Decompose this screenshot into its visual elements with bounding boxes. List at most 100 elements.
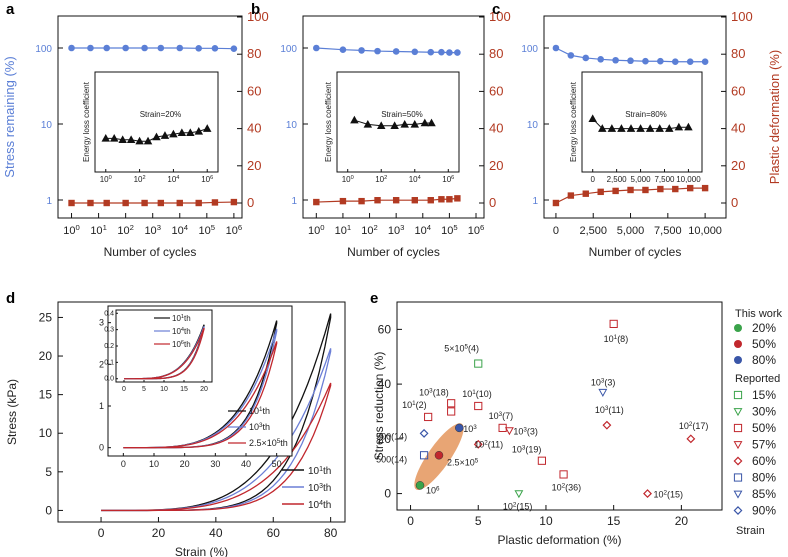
- legend-label: 50%: [752, 421, 776, 435]
- plot-frame: [302, 15, 485, 219]
- data-point: [427, 48, 435, 56]
- data-point: [195, 199, 202, 207]
- data-point: [211, 199, 219, 206]
- inset-y-tick-label: 3: [99, 318, 104, 328]
- y2-tick-label: 40: [247, 121, 261, 136]
- panel-e: e 0 5 10 15 20 0 20 40 60 Plastic deformation (%) S…: [370, 290, 783, 547]
- data-point: [582, 54, 590, 62]
- inset2-x-tick-label: 10: [160, 386, 168, 393]
- y2-tick-label: 20: [731, 158, 745, 173]
- point-label: 500(14): [376, 431, 407, 441]
- data-point: [612, 56, 619, 64]
- inset-x-tick-label: 102: [134, 175, 146, 184]
- data-point: [157, 44, 165, 52]
- x-tick-label: 106: [468, 223, 485, 238]
- scatter-point: [498, 423, 507, 432]
- inset2-legend-label: 104th: [172, 327, 191, 336]
- y2-tick-label: 80: [731, 46, 745, 61]
- y-tick-label: 1: [46, 196, 52, 207]
- x-axis-title: Number of cycles: [347, 245, 440, 259]
- data-point: [339, 46, 347, 53]
- scatter-point: [598, 388, 608, 397]
- scatter-point: [434, 451, 444, 460]
- inset-point: [420, 118, 430, 127]
- scatter-point: [473, 439, 483, 449]
- data-point: [446, 49, 453, 56]
- legend-label: 15%: [752, 388, 776, 402]
- legend-label: 80%: [752, 471, 776, 485]
- y-tick-label: 20: [378, 432, 392, 446]
- inset-point: [118, 135, 127, 144]
- data-point: [230, 198, 238, 206]
- data-point: [686, 58, 694, 66]
- point-label: 101(2): [402, 399, 427, 410]
- inset-point: [626, 124, 636, 132]
- inset-point: [410, 119, 420, 128]
- inset-x-tick-label: 40: [241, 459, 251, 469]
- y-tick-label: 10: [286, 120, 298, 131]
- scatter-point: [643, 489, 652, 499]
- inset-x-tick-label: 2,500: [607, 175, 628, 184]
- legend-label: 104th: [308, 500, 331, 512]
- x-tick-label: 0: [407, 514, 414, 528]
- right-axis-title: Plastic deformation (%): [767, 50, 782, 184]
- data-point: [701, 58, 709, 66]
- legend-label: 30%: [752, 405, 776, 419]
- y-tick-label: 10: [527, 120, 539, 131]
- x-axis-title: Number of cycles: [104, 245, 197, 259]
- y2-tick-label: 60: [247, 83, 261, 98]
- point-label: 500(14): [376, 454, 407, 464]
- data-point: [552, 199, 560, 207]
- plot-frame: [57, 15, 243, 219]
- scatter-point: [447, 407, 456, 416]
- data-point: [68, 199, 75, 207]
- legend-label: 80%: [752, 353, 776, 367]
- data-point: [454, 49, 461, 56]
- data-point: [141, 44, 148, 52]
- y-tick-label: 25: [39, 310, 53, 324]
- data-point: [597, 188, 604, 196]
- y-axis-title: Stress (kPa): [5, 379, 19, 445]
- x-tick-label: 102: [361, 223, 378, 238]
- x-tick-label: 104: [171, 223, 188, 238]
- inset2-x-tick-label: 20: [200, 386, 208, 393]
- data-point: [313, 44, 320, 52]
- point-label: 102(15): [503, 501, 533, 512]
- inset-legend-label: 103th: [249, 422, 270, 433]
- legend-label: 101th: [308, 466, 331, 478]
- data-point: [454, 195, 461, 202]
- data-point: [672, 185, 679, 193]
- inset-x-tick-label: 102: [375, 175, 387, 184]
- scatter-point: [419, 451, 429, 460]
- data-point: [627, 57, 634, 65]
- inset-point: [427, 118, 436, 127]
- x-tick-label: 102: [117, 223, 134, 238]
- point-label: 103: [463, 423, 477, 434]
- inset-point: [143, 136, 153, 145]
- legend-label: 90%: [752, 504, 776, 518]
- inset-point: [390, 121, 399, 130]
- data-point: [374, 47, 381, 55]
- inset-x-tick-label: 10,000: [676, 175, 701, 184]
- y2-tick-label: 80: [247, 46, 261, 61]
- y-tick-label: 1: [291, 196, 297, 207]
- data-point: [374, 197, 381, 204]
- x-tick-label: 103: [144, 223, 161, 238]
- inset-point: [169, 129, 178, 138]
- inset-y-tick-label: 0: [99, 443, 104, 453]
- data-point: [230, 45, 238, 52]
- point-label: 5×105(4): [444, 343, 479, 354]
- inset-point: [674, 122, 684, 131]
- scatter-point: [415, 481, 425, 490]
- data-point: [612, 187, 619, 195]
- x-tick-label: 105: [199, 223, 216, 238]
- y-axis-title: Stress reduction (%): [372, 352, 386, 461]
- x-tick-label: 5,000: [617, 225, 645, 237]
- y-tick-label: 60: [378, 322, 392, 336]
- data-point: [438, 48, 445, 56]
- x-axis-title: Plastic deformation (%): [497, 533, 621, 547]
- inset-x-tick-label: 5,000: [631, 175, 652, 184]
- inset-point: [109, 133, 119, 142]
- y-tick-label: 5: [45, 465, 52, 479]
